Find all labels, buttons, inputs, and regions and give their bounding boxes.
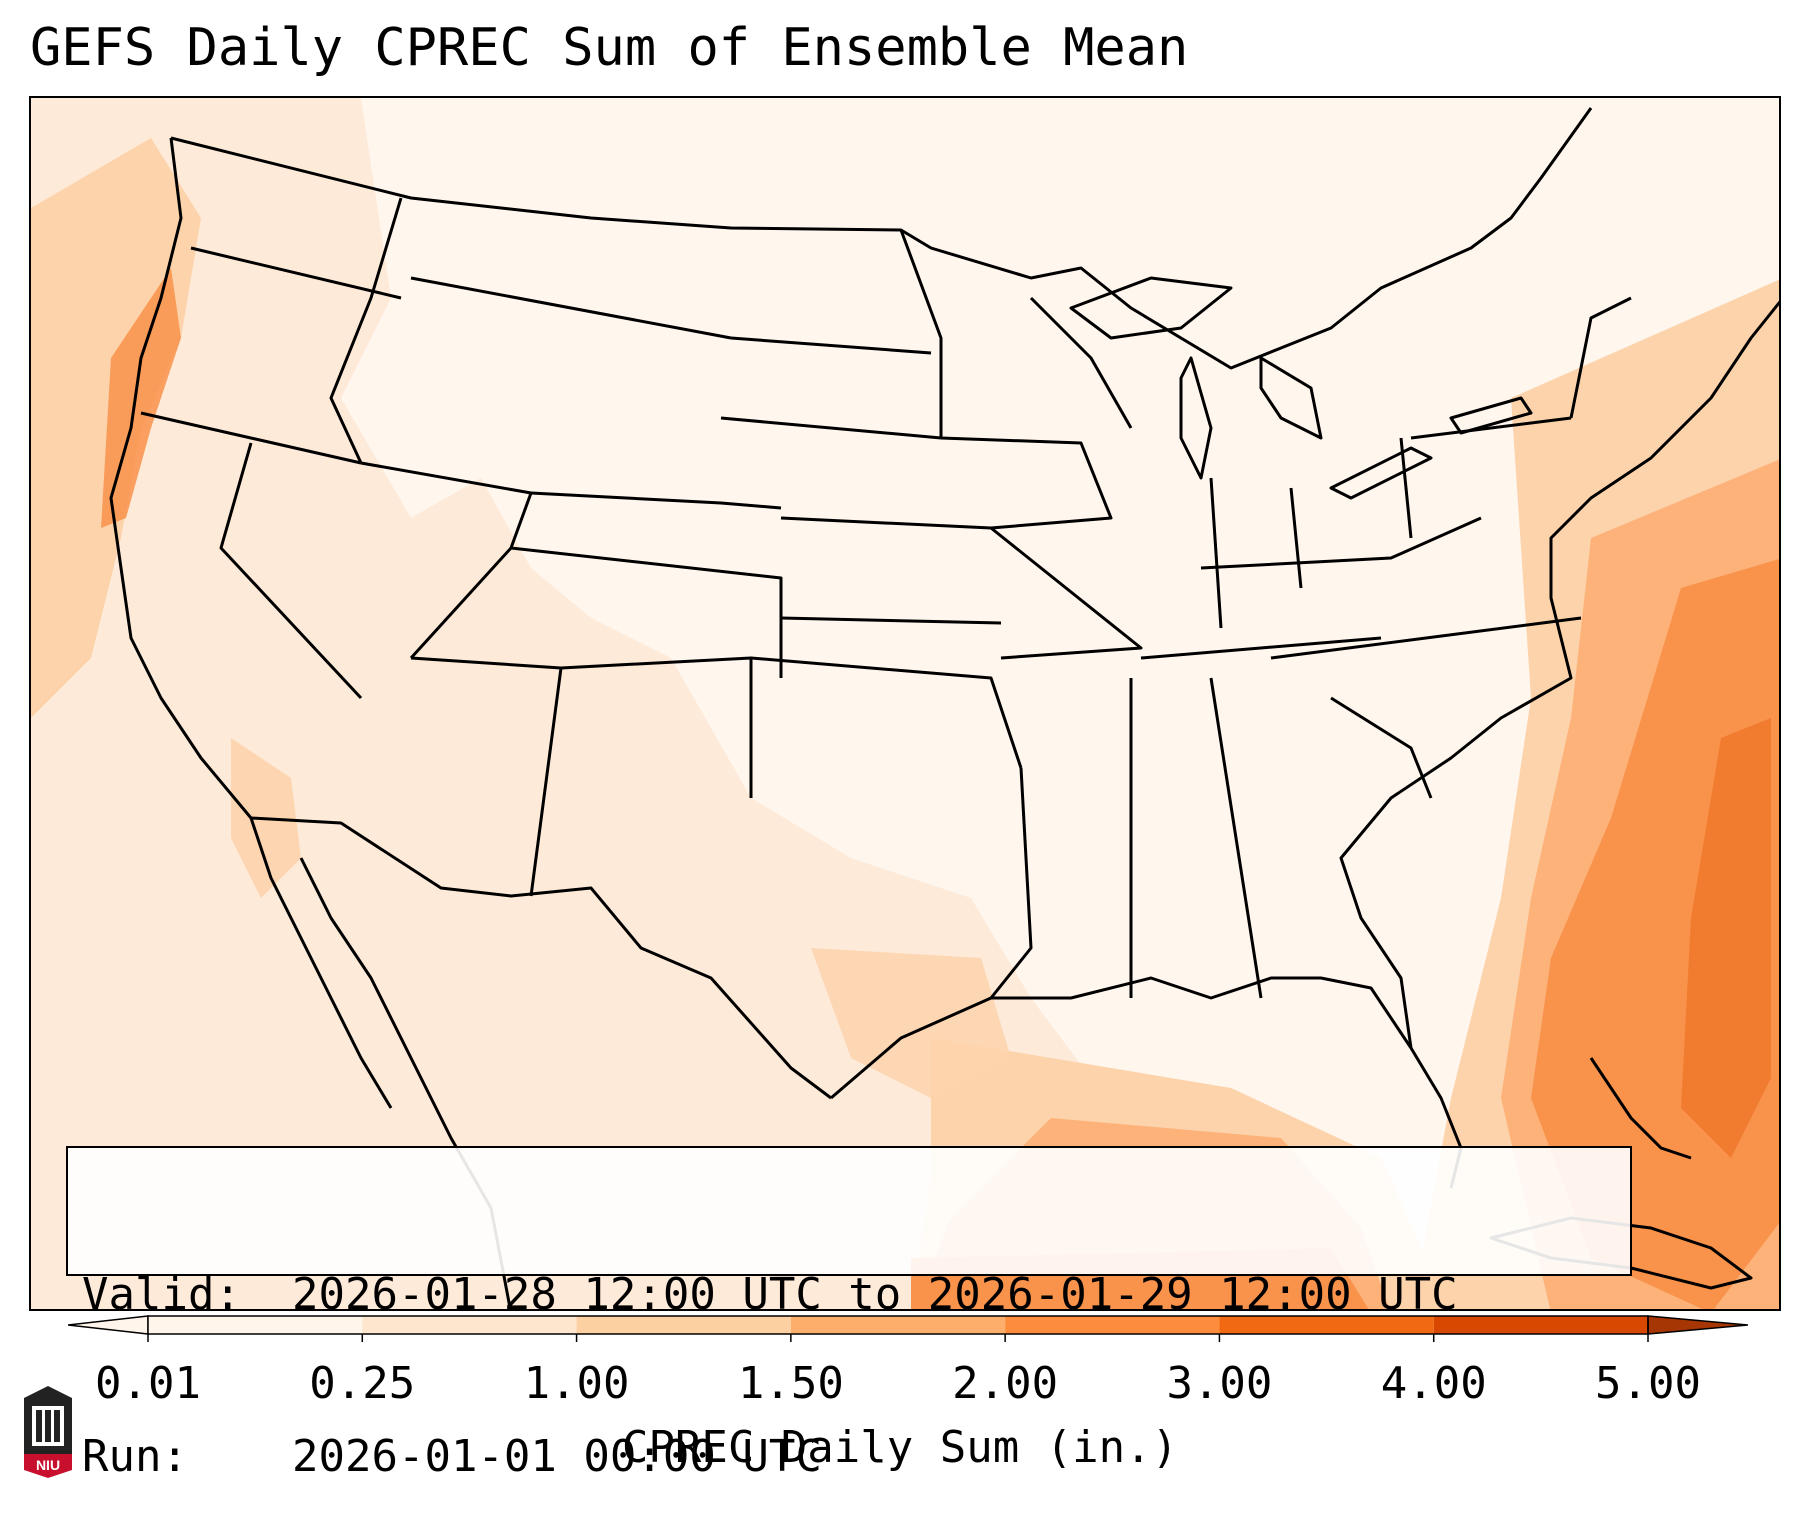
state-line-va-nc [1270,616,1582,660]
colorbar-outline [147,1315,1649,1335]
map-title: GEFS Daily CPREC Sum of Ensemble Mean [30,18,1189,78]
colorbar-tick-label: 0.25 [309,1358,416,1409]
precip-map [29,96,1781,1311]
valid-run-info-box: Valid: 2026-01-28 12:00 UTC to 2026-01-29… [66,1146,1632,1482]
state-line-wa-or [190,246,402,300]
colorbar-tick-label: 3.00 [1166,1358,1273,1409]
lake-erie [1329,446,1433,500]
niu-logo: NIU [24,1386,72,1478]
colorbar-segment [1005,1316,1220,1334]
state-line-pa-ny [1410,416,1572,440]
state-line-mo-ar [990,526,1143,660]
state-line-mt-wy [410,276,732,340]
logo-text: NIU [36,1457,60,1473]
state-line-wi-mi [1029,296,1133,429]
valid-value: 2026-01-28 12:00 UTC to 2026-01-29 12:00… [292,1269,1458,1320]
colorbar-segment [362,1316,577,1334]
state-line-ne-ks [780,516,992,530]
state-line-in-oh [1289,487,1303,589]
bahamas [1589,1057,1692,1160]
state-line-ut-az [360,461,533,660]
state-line-mn [899,229,943,438]
west-coast [109,137,393,1109]
state-line-tn [1140,636,1382,660]
state-line-ia-mo [940,436,1113,530]
run-label: Run: [82,1431,188,1482]
state-line-ga-sc [1330,696,1433,799]
state-line-ks-ok [780,616,1002,625]
lake-huron [1259,356,1323,440]
us-mexico-border [250,816,832,1100]
valid-label: Valid: [82,1269,241,1320]
map-canvas [31,98,1779,1309]
colorbar-segment [576,1316,791,1334]
state-line-oh-pa [1399,437,1413,539]
state-line-or-ca [140,411,362,465]
lake-ontario [1449,396,1533,435]
colorbar-tick-label: 5.00 [1595,1358,1701,1409]
valid-row: Valid: 2026-01-28 12:00 UTC to 2026-01-29… [82,1268,1616,1322]
state-line-wy-co [530,491,782,510]
state-line-ny-vt [1569,296,1632,419]
state-line-nm-tx [560,656,753,798]
state-line-ok-tx [750,656,1023,769]
lake-superior [1069,276,1233,340]
state-line-tx-la [989,767,1033,999]
state-line-co-nm [510,546,783,678]
state-line-nv [219,442,363,700]
state-line-al-ga [1209,677,1263,999]
colorbar-segment [148,1316,363,1334]
colorbar-tick-label: 0.01 [95,1358,201,1409]
colorbar-extend-low [68,1315,149,1335]
run-row: Run: 2026-01-01 00:00 UTC [82,1430,1616,1484]
us-canada-border [170,107,1593,370]
state-line-il-in [1209,477,1223,629]
colorbar-segment [1433,1316,1648,1334]
precip-atlantic-max [1681,718,1771,1158]
run-value: 2026-01-01 00:00 UTC [292,1431,822,1482]
colorbar-tick-label: 1.00 [523,1358,630,1409]
colorbar [68,1315,1748,1342]
atlantic-coast [1339,300,1779,1049]
colorbar-tick-label: 2.00 [952,1358,1059,1409]
state-line-sd-ne [720,416,942,440]
colorbar-segment [1219,1316,1434,1334]
colorbar-label: CPREC Daily Sum (in.) [621,1422,1179,1473]
colorbar-extend-high [1647,1315,1748,1335]
colorbar-tick-label: 1.50 [737,1358,844,1409]
precip-texas [811,948,1011,1098]
state-line-id [329,197,403,464]
state-line-ky [1200,516,1482,570]
state-line-nd-sd [730,336,932,355]
colorbar-segment [790,1316,1006,1334]
colorbar-tick-label: 4.00 [1380,1358,1487,1409]
lake-michigan [1179,356,1213,480]
